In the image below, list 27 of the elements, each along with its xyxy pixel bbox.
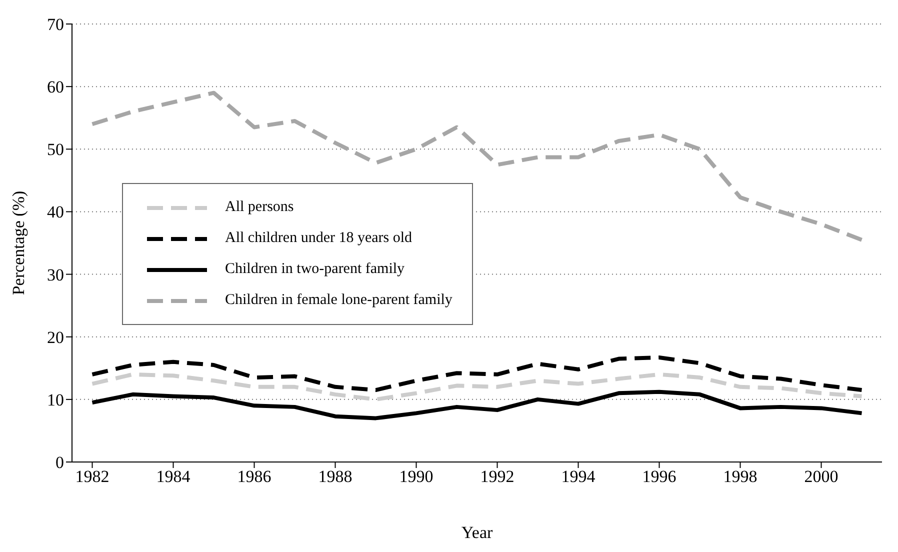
legend-label: Children in female lone-parent family <box>225 292 452 309</box>
y-tick-label: 70 <box>47 15 64 34</box>
y-tick-label: 50 <box>47 140 64 160</box>
x-tick-label: 1986 <box>237 467 272 486</box>
legend-label: Children in two-parent family <box>225 261 405 278</box>
y-tick-label: 30 <box>47 265 64 284</box>
x-tick-label: 1996 <box>642 467 676 486</box>
line-series <box>90 372 864 402</box>
y-tick-label: 20 <box>47 328 64 347</box>
line-series <box>90 356 864 392</box>
x-tick-label: 1994 <box>561 467 596 486</box>
x-tick-label: 1998 <box>723 467 758 486</box>
line-series <box>90 390 864 420</box>
x-tick-label: 1984 <box>156 467 191 486</box>
y-tick-label: 60 <box>47 78 64 97</box>
x-tick-label: 2000 <box>804 467 838 486</box>
x-tick-label: 1990 <box>399 467 434 486</box>
y-tick-label: 40 <box>47 202 64 222</box>
legend-label: All children under 18 years old <box>225 230 412 247</box>
x-tick-label: 1982 <box>75 467 110 486</box>
legend-label: All persons <box>225 199 294 216</box>
y-tick-label: 0 <box>56 453 64 472</box>
y-axis-title: Percentage (%) <box>9 190 28 296</box>
x-tick-label: 1988 <box>318 467 352 486</box>
x-tick-label: 1992 <box>480 467 514 486</box>
y-tick-label: 10 <box>47 390 64 410</box>
x-axis-title: Year <box>461 523 493 542</box>
